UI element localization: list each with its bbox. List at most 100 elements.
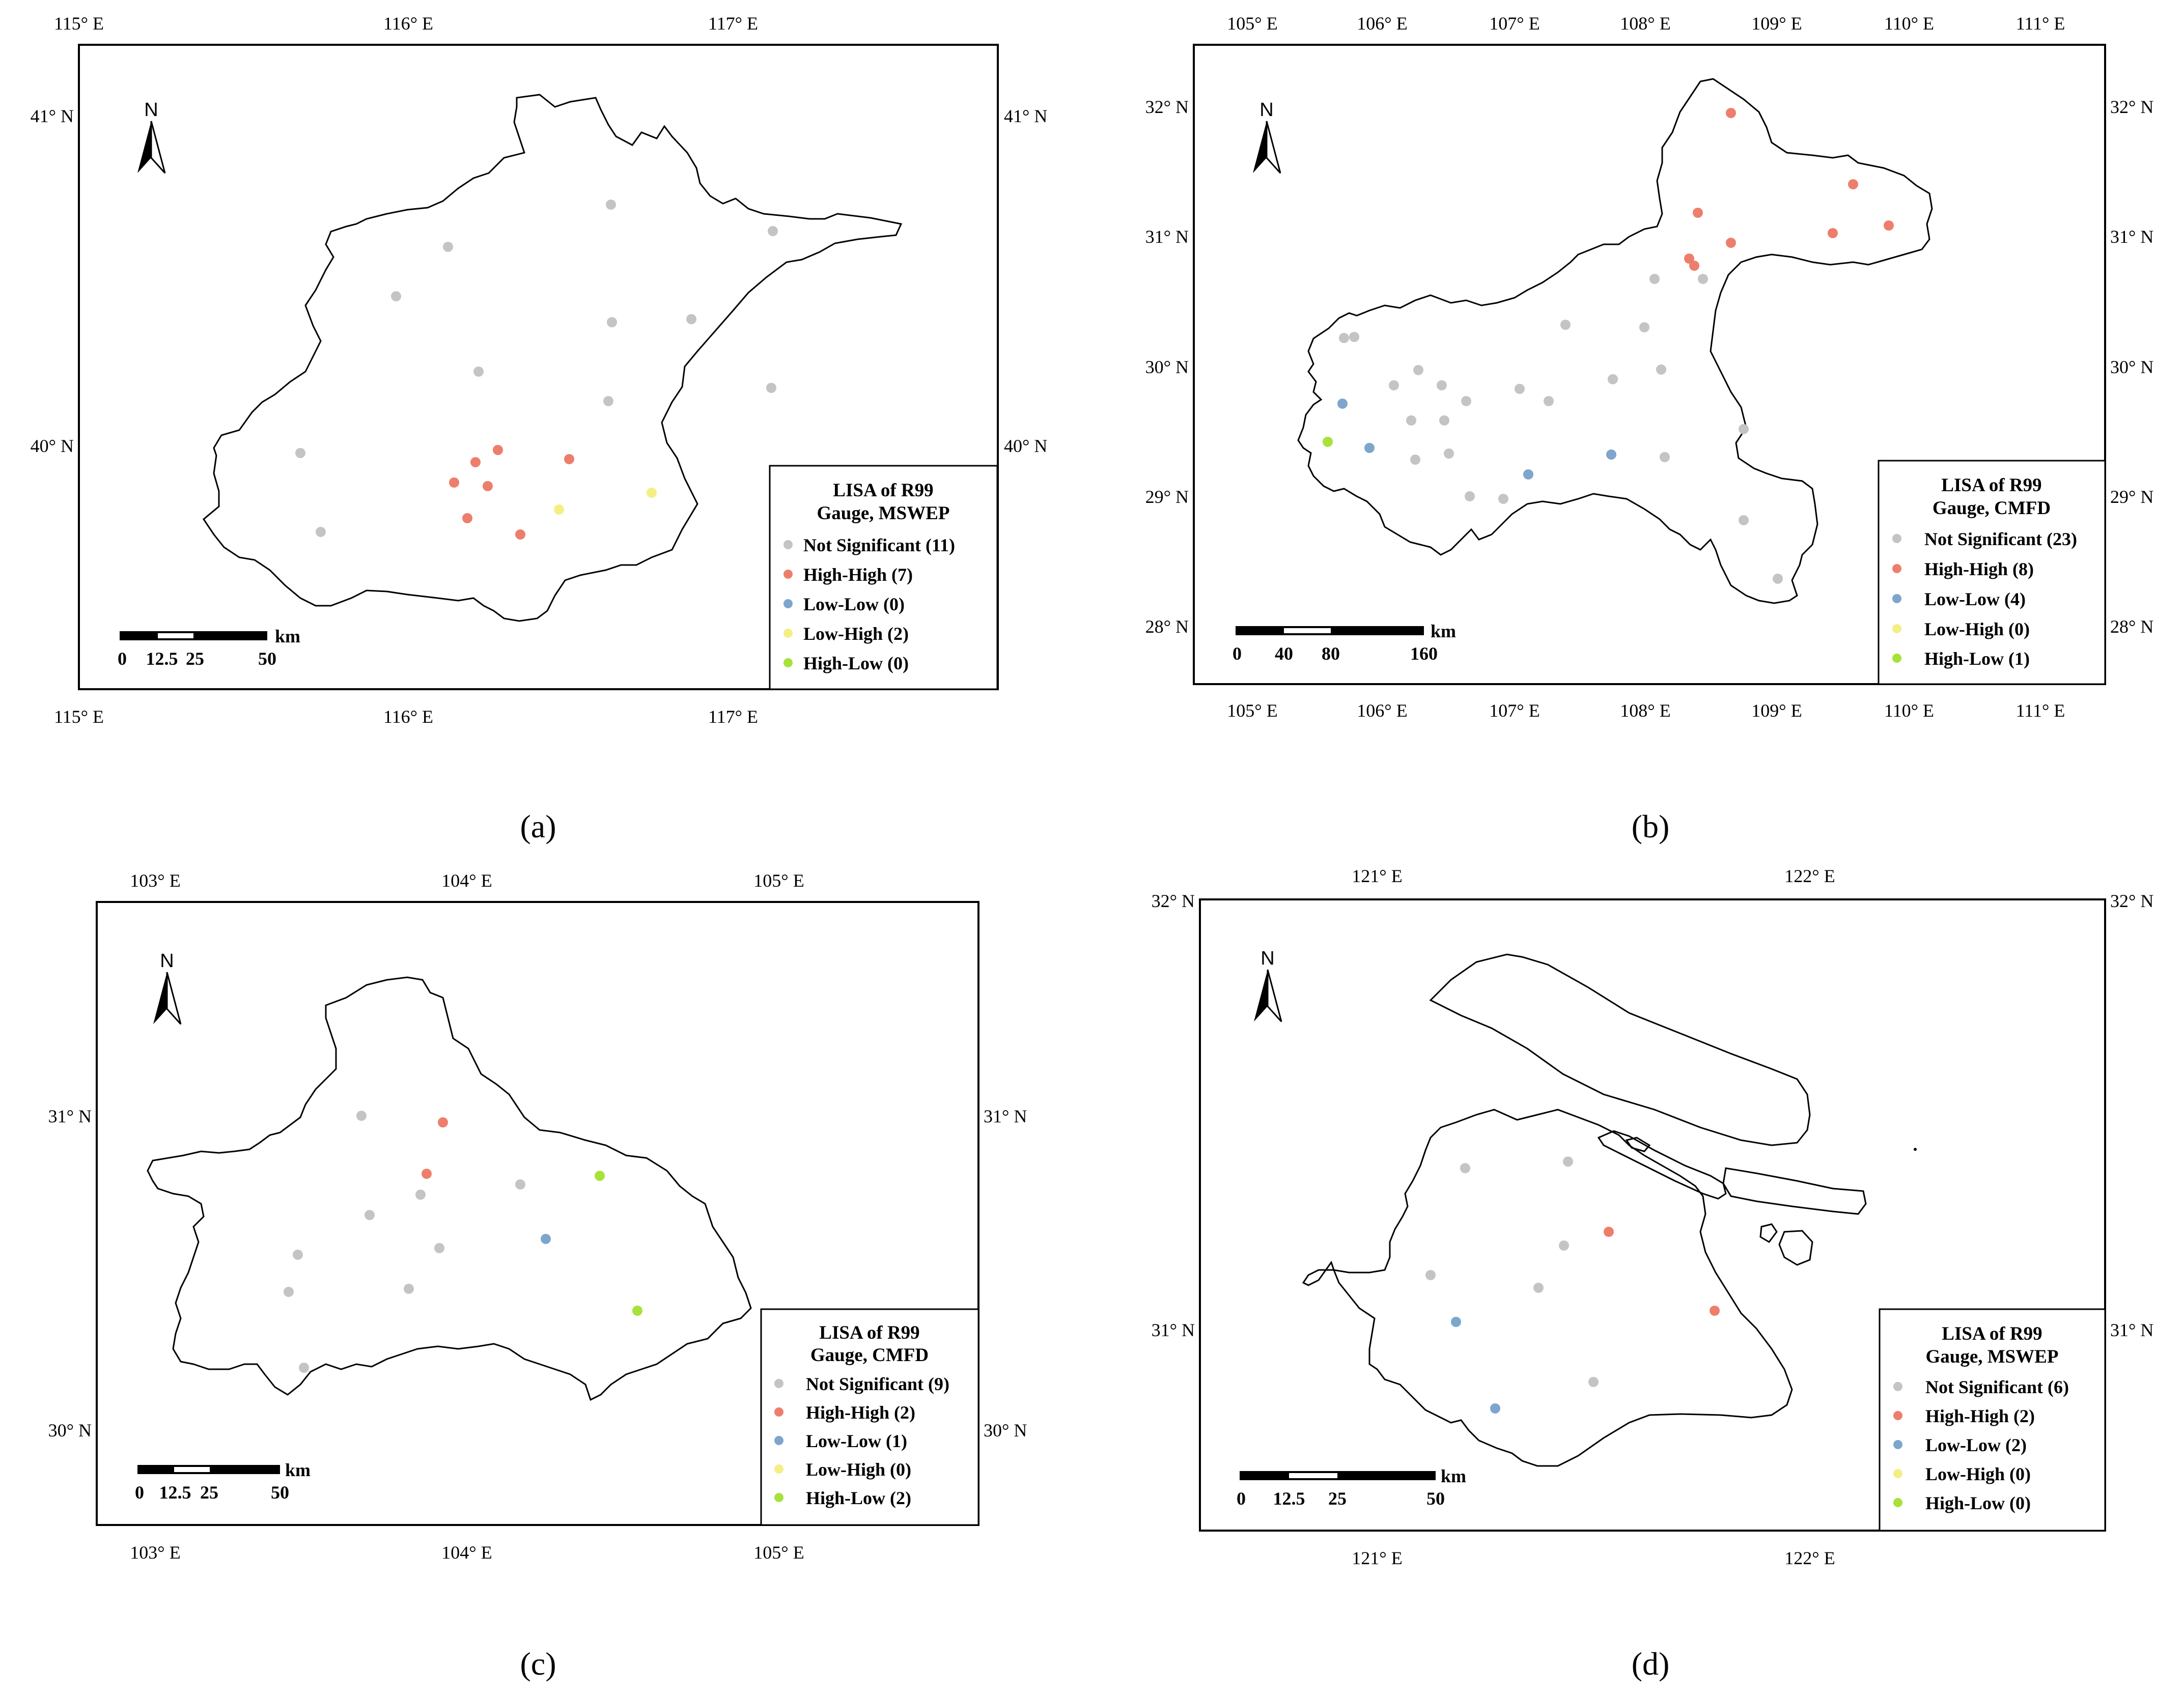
gauge-point-not-significant xyxy=(295,448,305,458)
gauge-point-high-high xyxy=(1828,228,1838,238)
island-dot xyxy=(1914,1148,1917,1151)
scale-bar: 0 40 80 160 km xyxy=(1233,621,1456,664)
gauge-point-high-high xyxy=(483,481,493,491)
gauge-point-not-significant xyxy=(293,1250,303,1260)
legend-dot-low-low xyxy=(1893,1440,1902,1449)
gauge-points xyxy=(295,200,778,540)
legend-dot-not-significant xyxy=(1892,534,1901,543)
scale-label: 160 xyxy=(1410,643,1438,664)
scale-bar: 0 12.5 25 50 km xyxy=(1237,1466,1466,1509)
gauge-point-not-significant xyxy=(1533,1283,1544,1293)
gauge-point-not-significant xyxy=(1437,380,1447,390)
legend-item: High-Low (0) xyxy=(803,653,909,673)
legend-dot-low-high xyxy=(1892,624,1901,633)
island-boundary-small xyxy=(1778,1230,1813,1266)
legend-dot-low-high xyxy=(1893,1469,1902,1478)
lat-tick-right: 32° N xyxy=(2110,97,2153,117)
gauge-point-not-significant xyxy=(1349,332,1359,342)
lon-tick-top: 109° E xyxy=(1751,13,1802,34)
lon-tick-top: 104° E xyxy=(441,870,492,891)
lat-tick-left: 41° N xyxy=(31,106,74,126)
legend-item: Low-Low (0) xyxy=(803,594,905,614)
lat-tick-right: 31° N xyxy=(2110,1320,2153,1340)
gauge-point-high-high xyxy=(1726,108,1736,118)
gauge-point-not-significant xyxy=(473,366,484,377)
legend-item: High-Low (1) xyxy=(1924,648,2030,669)
gauge-point-not-significant xyxy=(766,383,776,393)
legend-item: High-Low (0) xyxy=(1925,1493,2031,1513)
legend-subtitle: Gauge, CMFD xyxy=(1933,498,2051,519)
region-boundary-beijing xyxy=(203,94,903,622)
gauge-point-high-high xyxy=(1684,253,1694,264)
scale-label: 25 xyxy=(186,648,204,669)
gauge-point-not-significant xyxy=(686,314,696,324)
lat-tick-right: 30° N xyxy=(2110,357,2153,377)
scale-label: 12.5 xyxy=(146,648,178,669)
panel-a: 115° E 116° E 117° E 115° E 116° E 117° … xyxy=(31,13,1048,844)
legend-box xyxy=(1879,1308,2106,1532)
lat-tick-left: 28° N xyxy=(1145,616,1189,637)
scale-label: 25 xyxy=(1328,1488,1347,1509)
north-arrow: N xyxy=(153,950,182,1025)
gauge-point-high-low xyxy=(632,1306,642,1316)
lon-tick-bottom: 107° E xyxy=(1489,700,1539,721)
legend-title: LISA of R99 xyxy=(1941,475,2041,496)
legend-item: Not Significant (6) xyxy=(1925,1377,2069,1397)
gauge-point-not-significant xyxy=(768,226,778,236)
gauge-point-not-significant xyxy=(606,200,616,210)
gauge-point-low-low xyxy=(1523,469,1533,479)
island-boundary-hengsha xyxy=(1722,1167,1867,1215)
gauge-point-not-significant xyxy=(603,396,613,406)
gauge-point-not-significant xyxy=(1461,396,1471,406)
lat-tick-right: 31° N xyxy=(2110,227,2153,247)
legend: LISA of R99 Gauge, CMFD Not Significant … xyxy=(760,1308,979,1526)
gauge-point-not-significant xyxy=(443,242,453,252)
lat-tick-left: 31° N xyxy=(1145,227,1189,247)
gauge-point-not-significant xyxy=(1465,491,1475,501)
legend-dot-high-low xyxy=(1892,654,1901,663)
gauge-point-not-significant xyxy=(356,1111,367,1121)
legend-dot-low-low xyxy=(1892,594,1901,603)
legend-dot-high-low xyxy=(774,1493,783,1502)
gauge-point-high-high xyxy=(1726,238,1736,248)
gauge-point-not-significant xyxy=(1560,320,1571,330)
legend-box xyxy=(760,1308,979,1526)
gauge-point-low-low xyxy=(541,1234,551,1244)
lat-tick-left: 30° N xyxy=(48,1420,92,1440)
legend-subtitle: Gauge, CMFD xyxy=(810,1345,929,1366)
island-boundary-chongming xyxy=(1429,953,1811,1146)
gauge-point-not-significant xyxy=(515,1179,525,1190)
legend-item: Not Significant (9) xyxy=(806,1374,949,1394)
gauge-point-high-high xyxy=(1604,1227,1614,1237)
gauge-point-not-significant xyxy=(1389,380,1399,390)
legend-item: Not Significant (23) xyxy=(1924,529,2077,549)
gauge-point-high-high xyxy=(564,454,574,464)
lon-tick-bottom: 105° E xyxy=(1227,700,1277,721)
scale-label: 80 xyxy=(1322,643,1340,664)
gauge-point-not-significant xyxy=(434,1243,444,1253)
gauge-point-not-significant xyxy=(1649,274,1660,284)
north-arrow: N xyxy=(137,99,166,174)
lon-tick-bottom: 103° E xyxy=(130,1542,180,1563)
gauge-point-low-low xyxy=(1451,1317,1461,1327)
lat-tick-right: 29° N xyxy=(2110,487,2153,507)
scale-label: 12.5 xyxy=(1273,1488,1305,1509)
lon-tick-bottom: 117° E xyxy=(708,707,758,727)
gauge-point-not-significant xyxy=(1588,1377,1599,1387)
lon-tick-top: 107° E xyxy=(1489,13,1539,34)
gauge-point-not-significant xyxy=(1739,424,1749,434)
gauge-point-not-significant xyxy=(1660,452,1670,462)
legend-dot-high-low xyxy=(1893,1498,1902,1507)
gauge-point-not-significant xyxy=(1413,365,1423,375)
map-frame xyxy=(1199,898,2106,1532)
scale-bar: 0 12.5 25 50 km xyxy=(135,1460,311,1503)
lon-tick-bottom: 109° E xyxy=(1751,700,1802,721)
gauge-point-not-significant xyxy=(1460,1163,1470,1173)
gauge-point-not-significant xyxy=(1544,396,1554,406)
lat-tick-right: 28° N xyxy=(2110,616,2153,637)
legend-dot-high-high xyxy=(774,1407,783,1417)
legend-item: Low-Low (1) xyxy=(806,1431,907,1451)
legend-dot-high-high xyxy=(1892,564,1901,573)
lat-tick-left: 32° N xyxy=(1145,97,1189,117)
